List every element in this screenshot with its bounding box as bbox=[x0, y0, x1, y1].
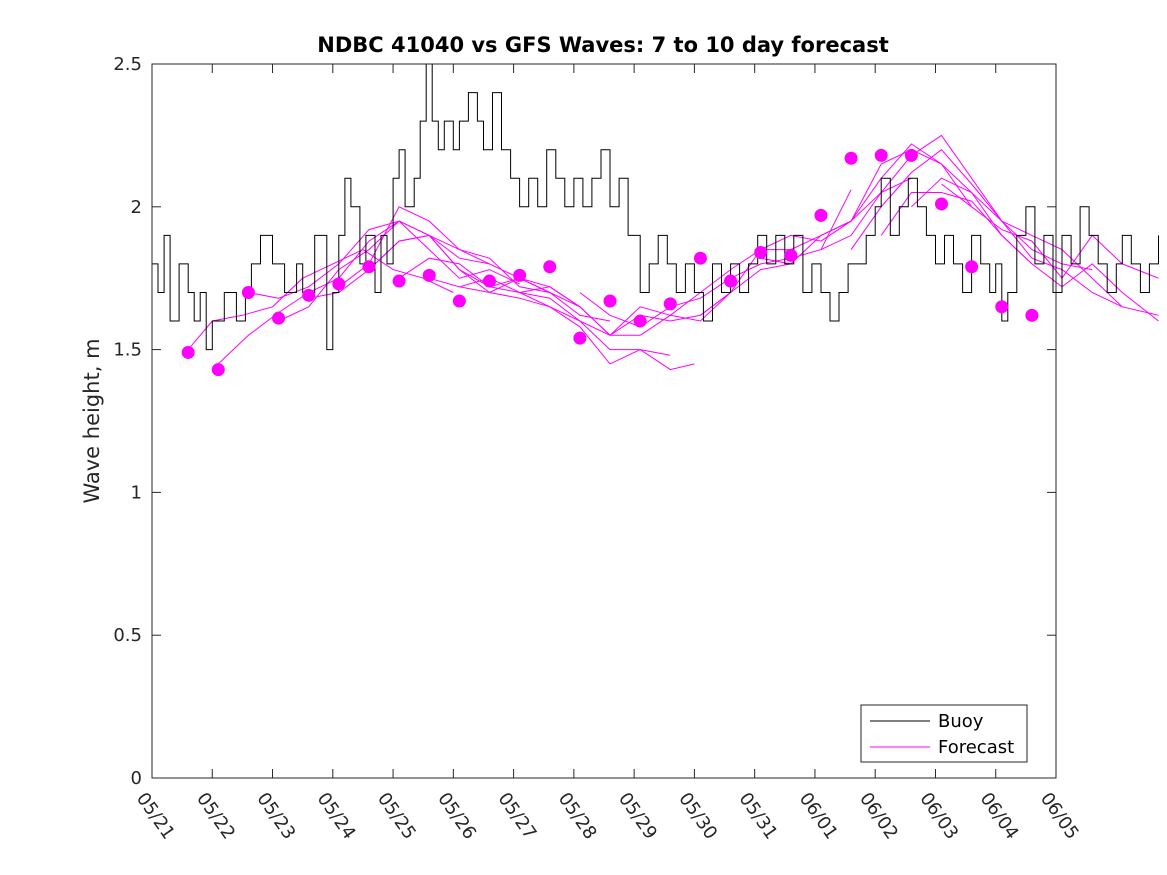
x-tick-label: 05/22 bbox=[192, 789, 239, 844]
legend-box bbox=[860, 704, 1028, 763]
forecast-point bbox=[1025, 308, 1039, 322]
forecast-point bbox=[452, 294, 466, 308]
x-tick-label: 05/24 bbox=[313, 789, 360, 844]
forecast-point bbox=[543, 260, 557, 274]
forecast-point bbox=[995, 300, 1009, 314]
forecast-point bbox=[754, 245, 768, 259]
x-tick-label: 05/31 bbox=[735, 789, 782, 844]
forecast-point bbox=[513, 268, 527, 282]
y-tick-label: 0.5 bbox=[113, 625, 142, 646]
x-tick-label: 05/29 bbox=[614, 789, 661, 844]
forecast-run-line bbox=[398, 257, 671, 356]
forecast-point bbox=[302, 288, 316, 302]
forecast-point bbox=[332, 277, 346, 291]
forecast-point bbox=[362, 260, 376, 274]
forecast-point bbox=[724, 274, 738, 288]
legend-buoy-label: Buoy bbox=[938, 711, 984, 732]
x-tick-label: 06/04 bbox=[976, 789, 1023, 844]
forecast-run-line bbox=[429, 277, 695, 371]
x-tick-label: 06/01 bbox=[795, 789, 842, 844]
forecast-run-line bbox=[700, 149, 973, 316]
plot-area bbox=[152, 63, 1159, 377]
forecast-run-line bbox=[760, 143, 1033, 265]
y-tick-label: 0 bbox=[131, 768, 142, 789]
forecast-point bbox=[784, 248, 798, 262]
y-tick-label: 1 bbox=[131, 482, 142, 503]
x-tick-label: 05/28 bbox=[554, 789, 601, 844]
forecast-point bbox=[693, 251, 707, 265]
forecast-point bbox=[392, 274, 406, 288]
forecast-run-line bbox=[820, 134, 1093, 271]
forecast-point bbox=[965, 260, 979, 274]
forecast-point bbox=[814, 208, 828, 222]
x-tick-label: 06/03 bbox=[915, 789, 962, 844]
forecast-run-line bbox=[941, 183, 1159, 280]
forecast-point bbox=[844, 151, 858, 165]
forecast-run-line bbox=[338, 206, 611, 322]
buoy-series-line bbox=[152, 63, 1159, 351]
x-tick-label: 05/23 bbox=[252, 789, 299, 844]
forecast-point bbox=[603, 294, 617, 308]
forecast-point bbox=[934, 197, 948, 211]
forecast-point bbox=[181, 345, 195, 359]
x-tick-label: 05/21 bbox=[132, 789, 179, 844]
forecast-run-line bbox=[459, 286, 731, 336]
y-tick-label: 1.5 bbox=[113, 340, 142, 361]
y-tick-label: 2 bbox=[131, 197, 142, 218]
forecast-point bbox=[573, 331, 587, 345]
forecast-run-line bbox=[519, 263, 791, 336]
forecast-point bbox=[482, 274, 496, 288]
y-tick-label: 2.5 bbox=[113, 54, 142, 75]
x-tick-label: 05/26 bbox=[433, 789, 480, 844]
forecast-point bbox=[904, 148, 918, 162]
x-tick-label: 06/05 bbox=[1036, 789, 1083, 844]
forecast-point bbox=[211, 363, 225, 377]
forecast-run-line bbox=[579, 189, 852, 328]
forecast-point bbox=[272, 311, 286, 325]
forecast-run-line bbox=[278, 220, 551, 322]
legend: Buoy Forecast bbox=[860, 704, 1028, 763]
x-tick-label: 05/30 bbox=[674, 789, 721, 844]
chart-title: NDBC 41040 vs GFS Waves: 7 to 10 day for… bbox=[317, 33, 888, 57]
forecast-point bbox=[422, 268, 436, 282]
forecast-point bbox=[241, 285, 255, 299]
forecast-run-line bbox=[850, 149, 1123, 308]
forecast-point bbox=[633, 314, 647, 328]
forecast-run-line bbox=[187, 249, 454, 350]
y-axis-label: Wave height, m bbox=[80, 338, 104, 503]
forecast-run-line bbox=[248, 220, 520, 299]
forecast-point bbox=[663, 297, 677, 311]
legend-forecast-label: Forecast bbox=[938, 737, 1014, 758]
x-tick-label: 05/25 bbox=[373, 789, 420, 844]
plot-frame bbox=[151, 63, 1057, 779]
x-tick-label: 06/02 bbox=[855, 789, 902, 844]
forecast-run-line bbox=[911, 177, 1159, 316]
forecast-point bbox=[874, 148, 888, 162]
x-tick-label: 05/27 bbox=[494, 789, 541, 844]
forecast-run-line bbox=[217, 220, 490, 365]
